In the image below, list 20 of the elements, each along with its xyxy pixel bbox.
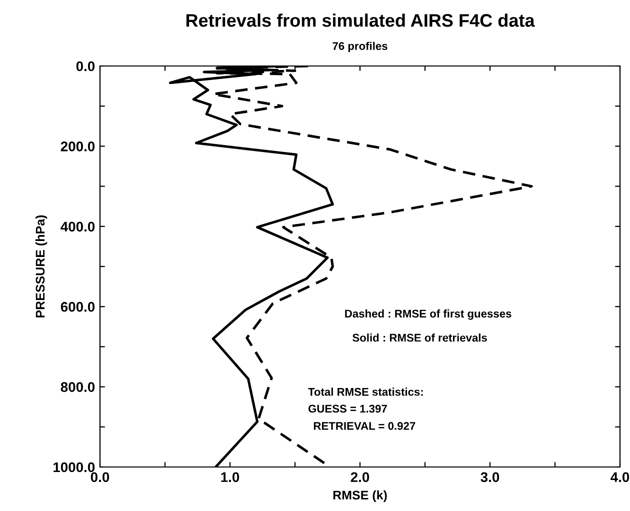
- annotation: RETRIEVAL = 0.927: [314, 422, 416, 430]
- y-axis-title: PRESSURE (hPa): [35, 215, 48, 318]
- x-tick-label: 4.0: [610, 472, 630, 482]
- y-tick-label: 800.0: [60, 382, 95, 392]
- y-tick-label: 1000.0: [54, 462, 95, 472]
- annotation: Solid : RMSE of retrievals: [352, 334, 487, 342]
- y-tick-label: 600.0: [60, 302, 95, 312]
- chart-subtitle: 76 profiles: [332, 42, 388, 52]
- x-axis-title: RMSE (k): [333, 490, 387, 502]
- annotation: Total RMSE statistics:: [308, 388, 423, 396]
- annotation: Dashed : RMSE of first guesses: [345, 309, 512, 320]
- y-tick-label: 400.0: [60, 222, 95, 232]
- x-tick-label: 0.0: [90, 472, 110, 482]
- y-tick-label: 200.0: [60, 142, 95, 152]
- annotation: GUESS = 1.397: [308, 404, 387, 413]
- chart-title: Retrievals from simulated AIRS F4C data: [186, 14, 535, 27]
- y-tick-label: 0.0: [76, 61, 95, 72]
- x-tick-label: 1.0: [221, 472, 240, 482]
- x-tick-label: 2.0: [350, 472, 370, 482]
- x-tick-label: 3.0: [480, 472, 500, 482]
